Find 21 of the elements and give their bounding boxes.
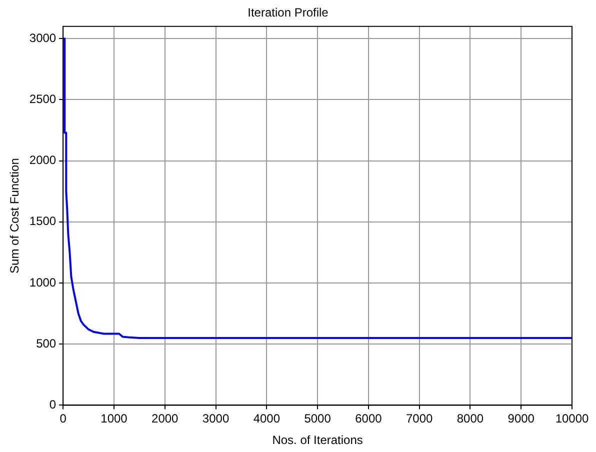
x-axis-title: Nos. of Iterations xyxy=(272,433,363,448)
x-tick-label: 8000 xyxy=(456,412,484,426)
y-tick-label: 0 xyxy=(49,398,56,412)
x-tick-label: 2000 xyxy=(152,412,179,426)
y-tick-label: 1000 xyxy=(29,275,56,290)
x-tick-label: 1000 xyxy=(100,412,128,426)
y-tick-label: 1500 xyxy=(29,214,56,228)
y-tick-label: 2000 xyxy=(29,153,56,168)
chart-title: Iteration Profile xyxy=(248,6,329,20)
y-tick-label: 3000 xyxy=(29,30,56,45)
y-axis-title: Sum of Cost Function xyxy=(8,158,22,274)
y-tick-label: 500 xyxy=(36,336,56,350)
x-tick-label: 10000 xyxy=(555,412,590,426)
x-tick-label: 4000 xyxy=(253,412,280,426)
x-tick-label: 9000 xyxy=(508,412,535,426)
y-tick-label: 2500 xyxy=(29,92,56,106)
x-tick-label: 7000 xyxy=(406,412,433,426)
x-tick-label: 5000 xyxy=(304,412,332,426)
x-tick-label: 0 xyxy=(60,412,67,426)
x-tick-label: 3000 xyxy=(202,412,230,426)
x-tick-label: 6000 xyxy=(355,412,382,426)
